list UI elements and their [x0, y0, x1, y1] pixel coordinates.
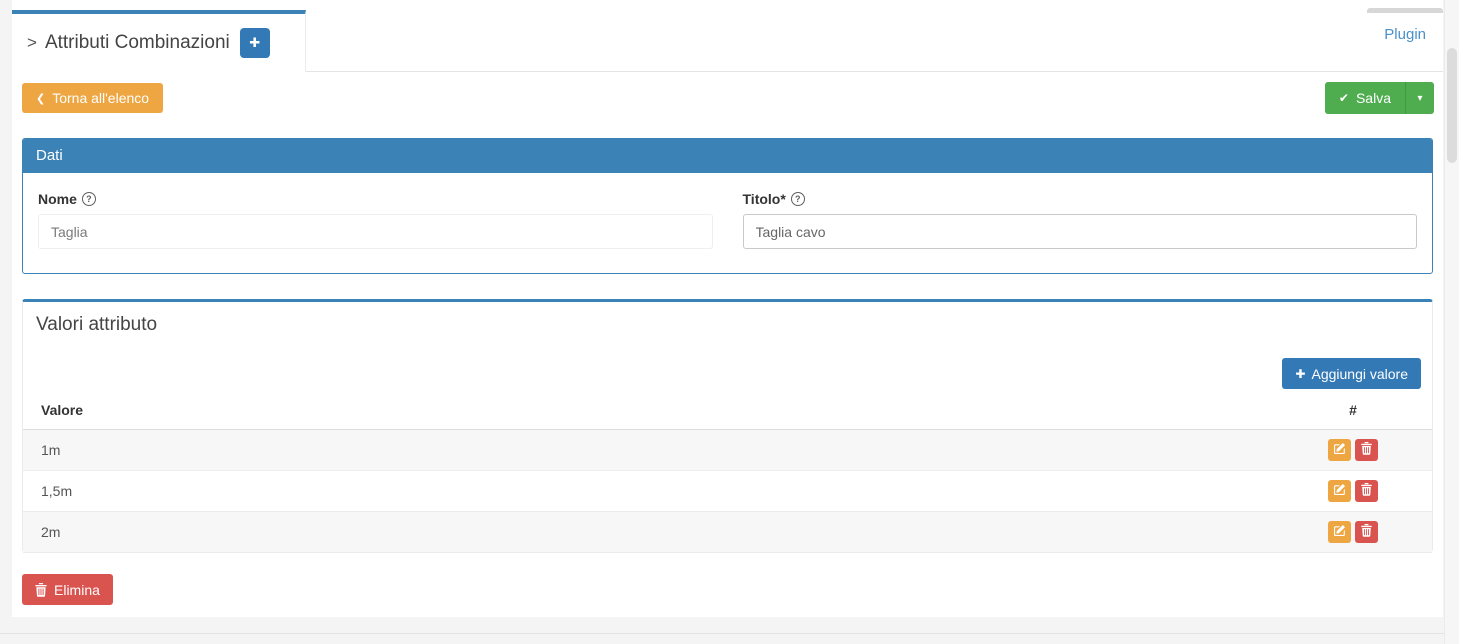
- footer-divider: [0, 633, 1444, 634]
- pencil-square-icon: [1333, 442, 1346, 458]
- trash-icon: [35, 582, 47, 597]
- scrollbar-thumb[interactable]: [1447, 48, 1457, 163]
- delete-attribute-label: Elimina: [54, 581, 100, 598]
- add-attribute-button[interactable]: ✚: [239, 28, 270, 58]
- back-to-list-button[interactable]: ❮ Torna all'elenco: [22, 83, 164, 113]
- dati-panel: Dati Nome ? Titolo* ?: [22, 138, 1433, 274]
- tab-attributi-combinazioni[interactable]: > Attributi Combinazioni ✚: [12, 10, 306, 72]
- add-value-button[interactable]: ✚ Aggiungi valore: [1282, 358, 1421, 389]
- save-dropdown-button[interactable]: ▾: [1405, 82, 1434, 114]
- plus-icon: ✚: [249, 35, 261, 50]
- help-icon[interactable]: ?: [81, 192, 96, 206]
- edit-value-button[interactable]: [1328, 480, 1351, 502]
- plugin-tab-top-border: [1367, 8, 1443, 13]
- titolo-label: Titolo*: [742, 191, 786, 207]
- add-value-label: Aggiungi valore: [1311, 365, 1408, 382]
- nome-label: Nome: [38, 191, 77, 207]
- page-title: Attributi Combinazioni: [44, 32, 230, 53]
- back-to-list-label: Torna all'elenco: [52, 90, 150, 106]
- valori-attributo-panel: Valori attributo ✚ Aggiungi valore Valor…: [22, 299, 1433, 553]
- delete-value-button[interactable]: [1355, 439, 1378, 461]
- table-row: 1,5m: [23, 470, 1432, 512]
- check-icon: ✔: [1338, 91, 1349, 105]
- valori-attributo-title: Valori attributo: [36, 314, 158, 335]
- delete-value-button[interactable]: [1355, 480, 1378, 502]
- breadcrumb-chevron-icon: >: [27, 33, 37, 52]
- field-titolo: Titolo* ?: [742, 191, 1417, 249]
- tab-plugin[interactable]: Plugin: [1384, 26, 1426, 43]
- pencil-square-icon: [1333, 483, 1346, 499]
- values-table-header-row: Valore #: [23, 395, 1432, 430]
- column-header-hash: #: [1274, 395, 1432, 430]
- dati-panel-header: Dati: [23, 139, 1432, 173]
- save-label: Salva: [1355, 90, 1391, 106]
- delete-attribute-button[interactable]: Elimina: [22, 574, 113, 605]
- edit-value-button[interactable]: [1328, 439, 1351, 461]
- trash-icon: [1361, 442, 1372, 458]
- field-nome: Nome ?: [38, 191, 713, 249]
- save-button-group: ✔ Salva ▾: [1324, 82, 1434, 114]
- plus-icon: ✚: [1295, 366, 1306, 381]
- column-header-valore: Valore: [23, 395, 1274, 430]
- table-row: 2m: [23, 511, 1432, 553]
- trash-icon: [1361, 524, 1372, 540]
- values-table: Valore # 1m 1,5m: [23, 395, 1432, 553]
- trash-icon: [1361, 483, 1372, 499]
- edit-value-button[interactable]: [1328, 521, 1351, 543]
- caret-down-icon: ▾: [1417, 92, 1423, 104]
- value-cell: 2m: [23, 511, 1274, 553]
- chevron-left-icon: ❮: [36, 92, 46, 105]
- main-content-card: > Attributi Combinazioni ✚ Plugin ❮ Torn…: [12, 0, 1443, 617]
- value-cell: 1,5m: [23, 470, 1274, 512]
- help-icon[interactable]: ?: [790, 192, 805, 206]
- value-cell: 1m: [23, 429, 1274, 471]
- table-row: 1m: [23, 429, 1432, 471]
- tabbar-divider: [306, 71, 1443, 72]
- titolo-input[interactable]: [742, 214, 1417, 249]
- vertical-scrollbar[interactable]: [1444, 0, 1459, 644]
- nome-input[interactable]: [38, 214, 713, 249]
- pencil-square-icon: [1333, 524, 1346, 540]
- delete-value-button[interactable]: [1355, 521, 1378, 543]
- save-button[interactable]: ✔ Salva: [1324, 82, 1405, 114]
